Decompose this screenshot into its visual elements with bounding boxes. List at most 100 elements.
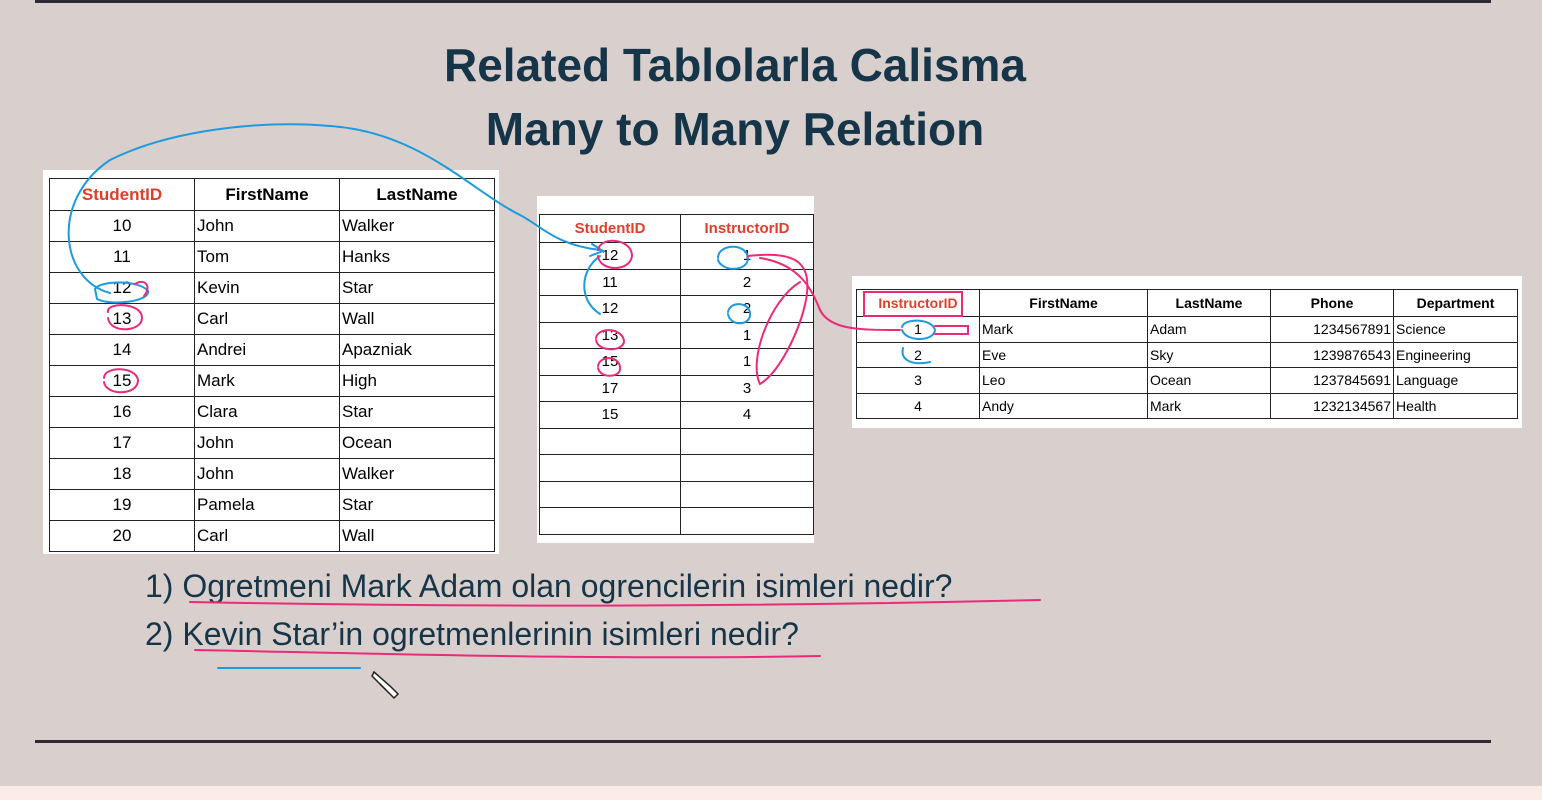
table-cell: Wall — [339, 520, 495, 552]
header-lastname: LastName — [339, 178, 495, 211]
table-cell: Wall — [339, 303, 495, 335]
table-row: 17 3 — [539, 374, 814, 402]
table-cell: Kevin — [194, 272, 340, 304]
students-table-panel: StudentID FirstName LastName 10 John Walke… — [43, 170, 499, 554]
table-cell: 15 — [49, 365, 195, 397]
table-cell: Star — [339, 396, 495, 428]
table-cell: Tom — [194, 241, 340, 273]
table-cell: Hanks — [339, 241, 495, 273]
table-cell: High — [339, 365, 495, 397]
table-cell: 4 — [856, 392, 980, 419]
table-row: 15 1 — [539, 348, 814, 376]
table-cell: 11 — [539, 268, 681, 296]
table-cell: 1 — [680, 321, 814, 349]
table-cell: Carl — [194, 303, 340, 335]
instructors-table-body: 1 Mark Adam 1234567891 Science 2 Eve Sky 123987… — [856, 316, 1518, 419]
table-row-empty — [539, 427, 814, 455]
table-row: 17 John Ocean — [49, 427, 495, 459]
table-cell: Ocean — [339, 427, 495, 459]
table-cell: 2 — [680, 295, 814, 323]
table-cell: 17 — [49, 427, 195, 459]
table-cell: 16 — [49, 396, 195, 428]
table-row: 12 1 — [539, 242, 814, 270]
header-department: Department — [1393, 289, 1518, 317]
instructors-table-panel: InstructorID FirstName LastName Phone De… — [852, 276, 1522, 428]
table-cell: 4 — [680, 401, 814, 429]
footer-strip — [0, 786, 1542, 800]
table-row: 10 John Walker — [49, 210, 495, 242]
table-cell: Carl — [194, 520, 340, 552]
table-row: 14 Andrei Apazniak — [49, 334, 495, 366]
table-row-empty — [539, 507, 814, 535]
junction-table-body: 12 1 11 2 12 2 13 1 15 1 17 3 15 4 — [539, 242, 814, 535]
table-row: 19 Pamela Star — [49, 489, 495, 521]
students-table: StudentID FirstName LastName 10 John Walke… — [49, 178, 495, 552]
table-row: 3 Leo Ocean 1237845691 Language — [856, 367, 1518, 394]
table-cell: Eve — [979, 341, 1148, 368]
table-cell: Adam — [1147, 316, 1271, 343]
header-firstname: FirstName — [194, 178, 340, 211]
table-cell: Walker — [339, 210, 495, 242]
table-cell: Language — [1393, 367, 1518, 394]
table-cell: 11 — [49, 241, 195, 273]
table-cell: Ocean — [1147, 367, 1271, 394]
table-cell: Mark — [979, 316, 1148, 343]
table-cell: Clara — [194, 396, 340, 428]
table-cell: 1 — [680, 242, 814, 270]
instructors-table: InstructorID FirstName LastName Phone De… — [856, 289, 1518, 419]
table-cell: 1237845691 — [1270, 367, 1394, 394]
pencil-cursor-icon — [371, 670, 400, 700]
table-cell: Leo — [979, 367, 1148, 394]
table-cell: 1 — [680, 348, 814, 376]
table-row: 13 Carl Wall — [49, 303, 495, 335]
table-cell: John — [194, 458, 340, 490]
header-instructorid: InstructorID — [856, 289, 980, 317]
table-cell: Science — [1393, 316, 1518, 343]
table-cell: 2 — [856, 341, 980, 368]
table-cell: 14 — [49, 334, 195, 366]
table-cell: 17 — [539, 374, 681, 402]
header-lastname: LastName — [1147, 289, 1271, 317]
table-row: 16 Clara Star — [49, 396, 495, 428]
table-cell: 19 — [49, 489, 195, 521]
table-row: 11 2 — [539, 268, 814, 296]
table-row: 20 Carl Wall — [49, 520, 495, 552]
table-cell: Walker — [339, 458, 495, 490]
table-row: 15 4 — [539, 401, 814, 429]
table-row: 11 Tom Hanks — [49, 241, 495, 273]
table-cell: 18 — [49, 458, 195, 490]
table-row: 1 Mark Adam 1234567891 Science — [856, 316, 1518, 343]
table-cell: John — [194, 427, 340, 459]
table-cell: 15 — [539, 348, 681, 376]
table-row: 18 John Walker — [49, 458, 495, 490]
header-instructorid: InstructorID — [680, 214, 814, 243]
table-cell: Star — [339, 272, 495, 304]
header-studentid: StudentID — [49, 178, 195, 211]
table-row: 2 Eve Sky 1239876543 Engineering — [856, 341, 1518, 368]
question-2: 2) Kevin Star’in ogretmenlerinin isimler… — [145, 616, 799, 652]
table-cell: John — [194, 210, 340, 242]
table-row: 4 Andy Mark 1232134567 Health — [856, 392, 1518, 419]
table-cell: Mark — [1147, 392, 1271, 419]
table-cell: Pamela — [194, 489, 340, 521]
table-cell: 12 — [539, 242, 681, 270]
slide-title-line1: Related Tablolarla Calisma — [443, 39, 1027, 91]
table-cell: 1232134567 — [1270, 392, 1394, 419]
table-cell: Star — [339, 489, 495, 521]
question-1: 1) Ogretmeni Mark Adam olan ogrencilerin… — [145, 568, 953, 604]
table-cell: 12 — [539, 295, 681, 323]
table-row: 12 2 — [539, 295, 814, 323]
table-cell: Mark — [194, 365, 340, 397]
table-cell: Apazniak — [339, 334, 495, 366]
table-cell: 13 — [539, 321, 681, 349]
junction-table-panel: StudentID InstructorID 12 1 11 2 12 2 13 1 1… — [537, 196, 814, 543]
students-table-body: 10 John Walker 11 Tom Hanks 12 Kevin Star 13 Ca… — [49, 210, 495, 552]
table-cell: 1 — [856, 316, 980, 343]
table-cell: Engineering — [1393, 341, 1518, 368]
table-cell: 1234567891 — [1270, 316, 1394, 343]
table-cell: Andy — [979, 392, 1148, 419]
table-cell: 20 — [49, 520, 195, 552]
table-row: 15 Mark High — [49, 365, 495, 397]
table-cell: 12 — [49, 272, 195, 304]
table-row: 12 Kevin Star — [49, 272, 495, 304]
